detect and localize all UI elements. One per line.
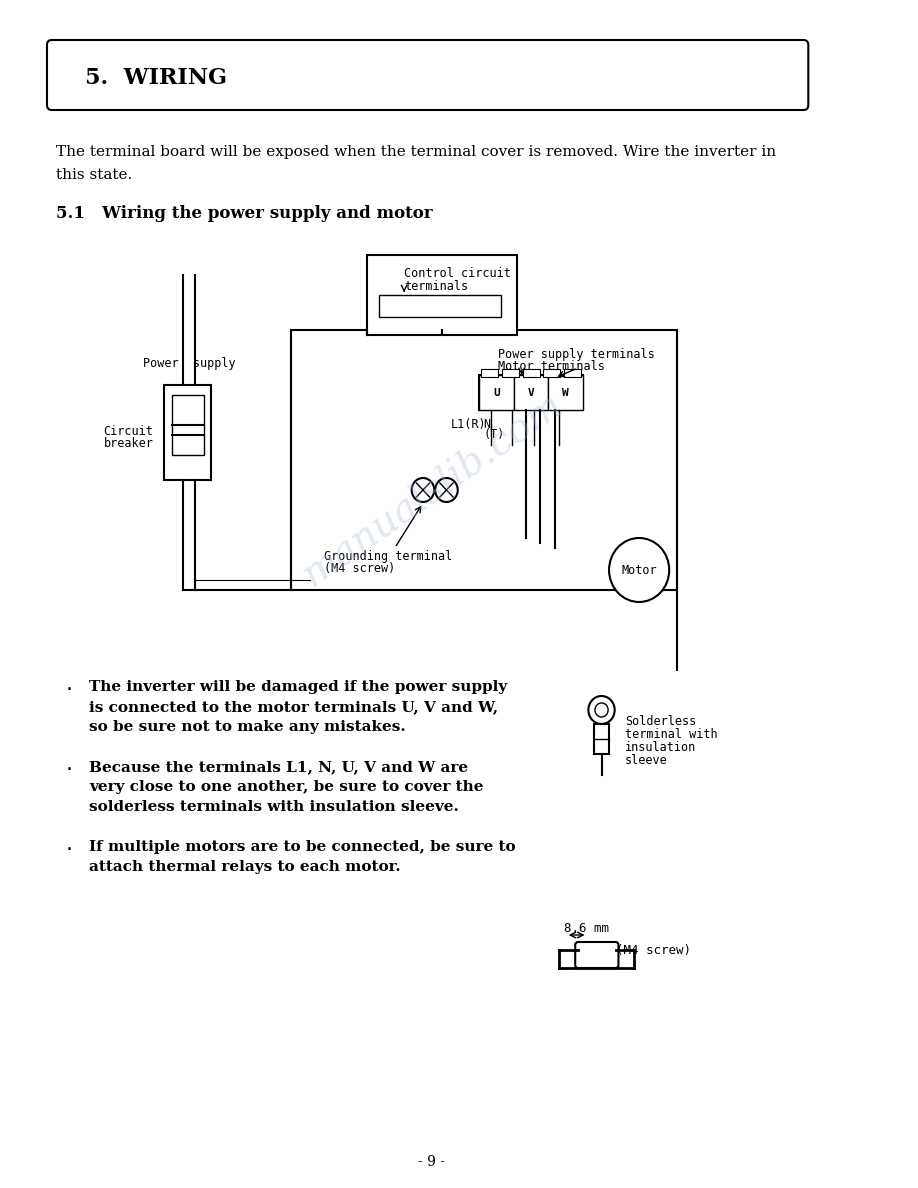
Bar (479, 375, 583, 410)
Text: sleeve: sleeve (625, 754, 667, 767)
Text: Power  supply: Power supply (143, 358, 236, 369)
Text: 5.  WIRING: 5. WIRING (84, 67, 227, 89)
Text: Motor: Motor (621, 563, 657, 576)
Bar (379, 295, 501, 317)
Text: Motor terminals: Motor terminals (498, 360, 605, 373)
Circle shape (411, 478, 434, 503)
Text: manualslib.com: manualslib.com (295, 386, 570, 594)
Text: terminals: terminals (404, 280, 468, 293)
Circle shape (609, 538, 669, 602)
Text: (T): (T) (483, 428, 505, 441)
Text: ·: · (66, 680, 73, 700)
Bar (522, 369, 540, 377)
Text: Because the terminals L1, N, U, V and W are: Because the terminals L1, N, U, V and W … (89, 760, 468, 775)
Text: If multiple motors are to be connected, be sure to: If multiple motors are to be connected, … (89, 840, 516, 854)
Text: Control circuit: Control circuit (404, 267, 511, 280)
Circle shape (588, 696, 615, 723)
Bar (291, 330, 677, 590)
Text: solderless terminals with insulation sleeve.: solderless terminals with insulation sle… (89, 800, 459, 814)
Bar (564, 369, 581, 377)
Text: - 9 -: - 9 - (418, 1155, 445, 1169)
Text: Solderless: Solderless (625, 715, 696, 728)
Text: ·: · (66, 840, 73, 860)
Text: Grounding terminal: Grounding terminal (324, 550, 453, 563)
Bar (548, 375, 583, 410)
Bar (594, 723, 609, 754)
FancyBboxPatch shape (576, 942, 619, 968)
Circle shape (435, 478, 458, 503)
FancyBboxPatch shape (47, 40, 809, 110)
Text: N: N (483, 418, 490, 431)
Text: The terminal board will be exposed when the terminal cover is removed. Wire the : The terminal board will be exposed when … (56, 145, 777, 182)
Bar (479, 375, 514, 410)
Text: W: W (562, 387, 569, 398)
Bar (502, 369, 519, 377)
Text: very close to one another, be sure to cover the: very close to one another, be sure to co… (89, 781, 484, 794)
Text: L1(R): L1(R) (451, 418, 487, 431)
Circle shape (595, 703, 608, 718)
Bar (164, 385, 211, 480)
Text: ·: · (66, 760, 73, 781)
Text: U: U (493, 387, 500, 398)
Text: (M4 screw): (M4 screw) (324, 562, 396, 575)
Text: terminal with: terminal with (625, 728, 718, 741)
Text: Circuit: Circuit (104, 425, 153, 438)
Text: V: V (528, 387, 534, 398)
Bar (172, 394, 204, 455)
Text: Power supply terminals: Power supply terminals (498, 348, 655, 361)
Text: is connected to the motor terminals U, V and W,: is connected to the motor terminals U, V… (89, 700, 498, 714)
Bar (481, 369, 498, 377)
Text: The inverter will be damaged if the power supply: The inverter will be damaged if the powe… (89, 680, 508, 694)
Text: (M4 screw): (M4 screw) (616, 944, 690, 958)
Text: insulation: insulation (625, 741, 696, 754)
Text: 5.1   Wiring the power supply and motor: 5.1 Wiring the power supply and motor (56, 206, 433, 222)
Text: so be sure not to make any mistakes.: so be sure not to make any mistakes. (89, 720, 406, 734)
Text: breaker: breaker (104, 437, 153, 450)
Bar (514, 375, 548, 410)
Bar (543, 369, 560, 377)
Bar (366, 255, 517, 335)
Text: 8.6 mm: 8.6 mm (564, 922, 609, 935)
Text: attach thermal relays to each motor.: attach thermal relays to each motor. (89, 860, 401, 874)
